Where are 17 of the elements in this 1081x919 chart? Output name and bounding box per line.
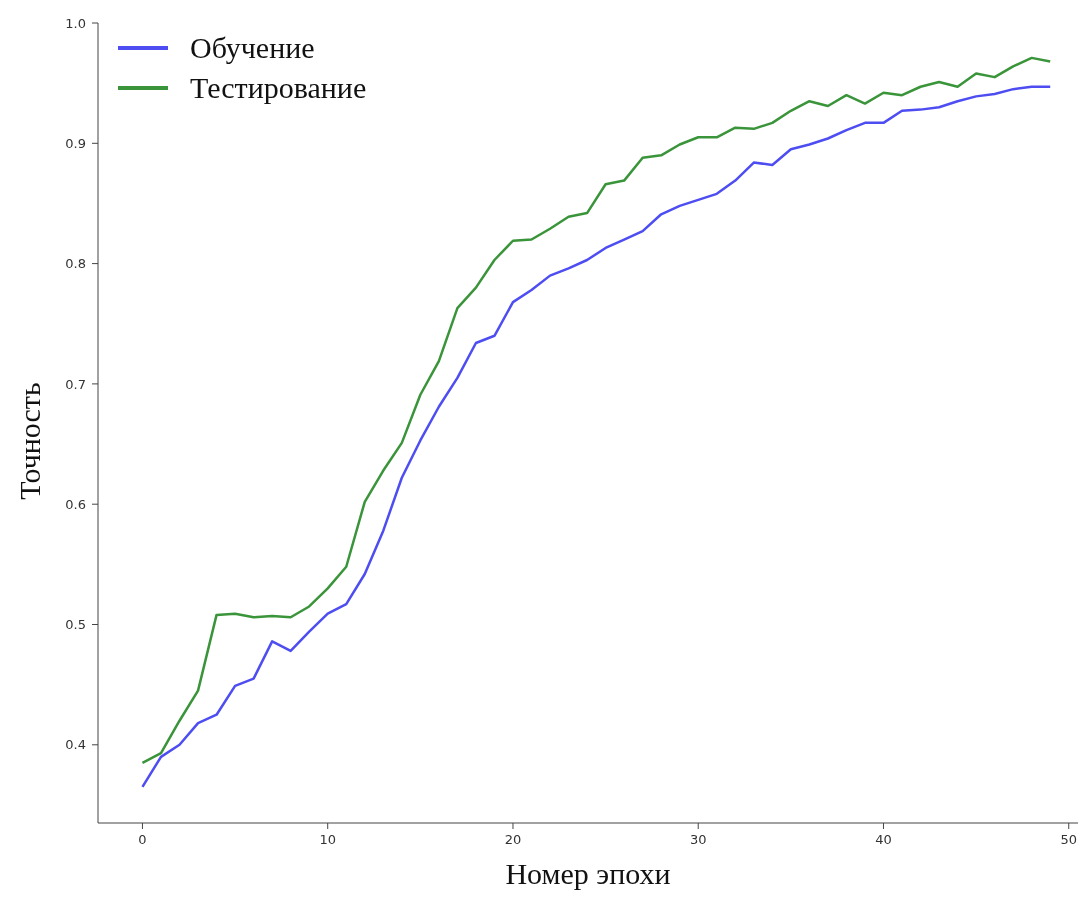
x-tick-label: 0 [138,832,147,848]
y-tick-label: 0.8 [65,256,86,272]
y-tick-label: 0.7 [65,376,86,392]
x-tick-label: 30 [689,832,707,848]
y-axis-title: Точность [12,382,47,500]
legend-label: Тестирование [190,70,367,106]
x-tick-label: 50 [1060,832,1078,848]
y-tick-label: 0.6 [65,496,86,512]
y-tick-label: 0.5 [65,617,86,633]
x-tick-label: 20 [504,832,522,848]
x-axis-title: Номер эпохи [504,856,672,892]
y-tick-label: 0.9 [65,135,86,151]
y-tick-label: 0.4 [65,737,86,753]
x-tick-label: 10 [319,832,336,848]
legend-label: Обучение [190,30,315,66]
x-tick-label: 40 [875,832,892,848]
y-tick-label: 1.0 [65,15,86,31]
